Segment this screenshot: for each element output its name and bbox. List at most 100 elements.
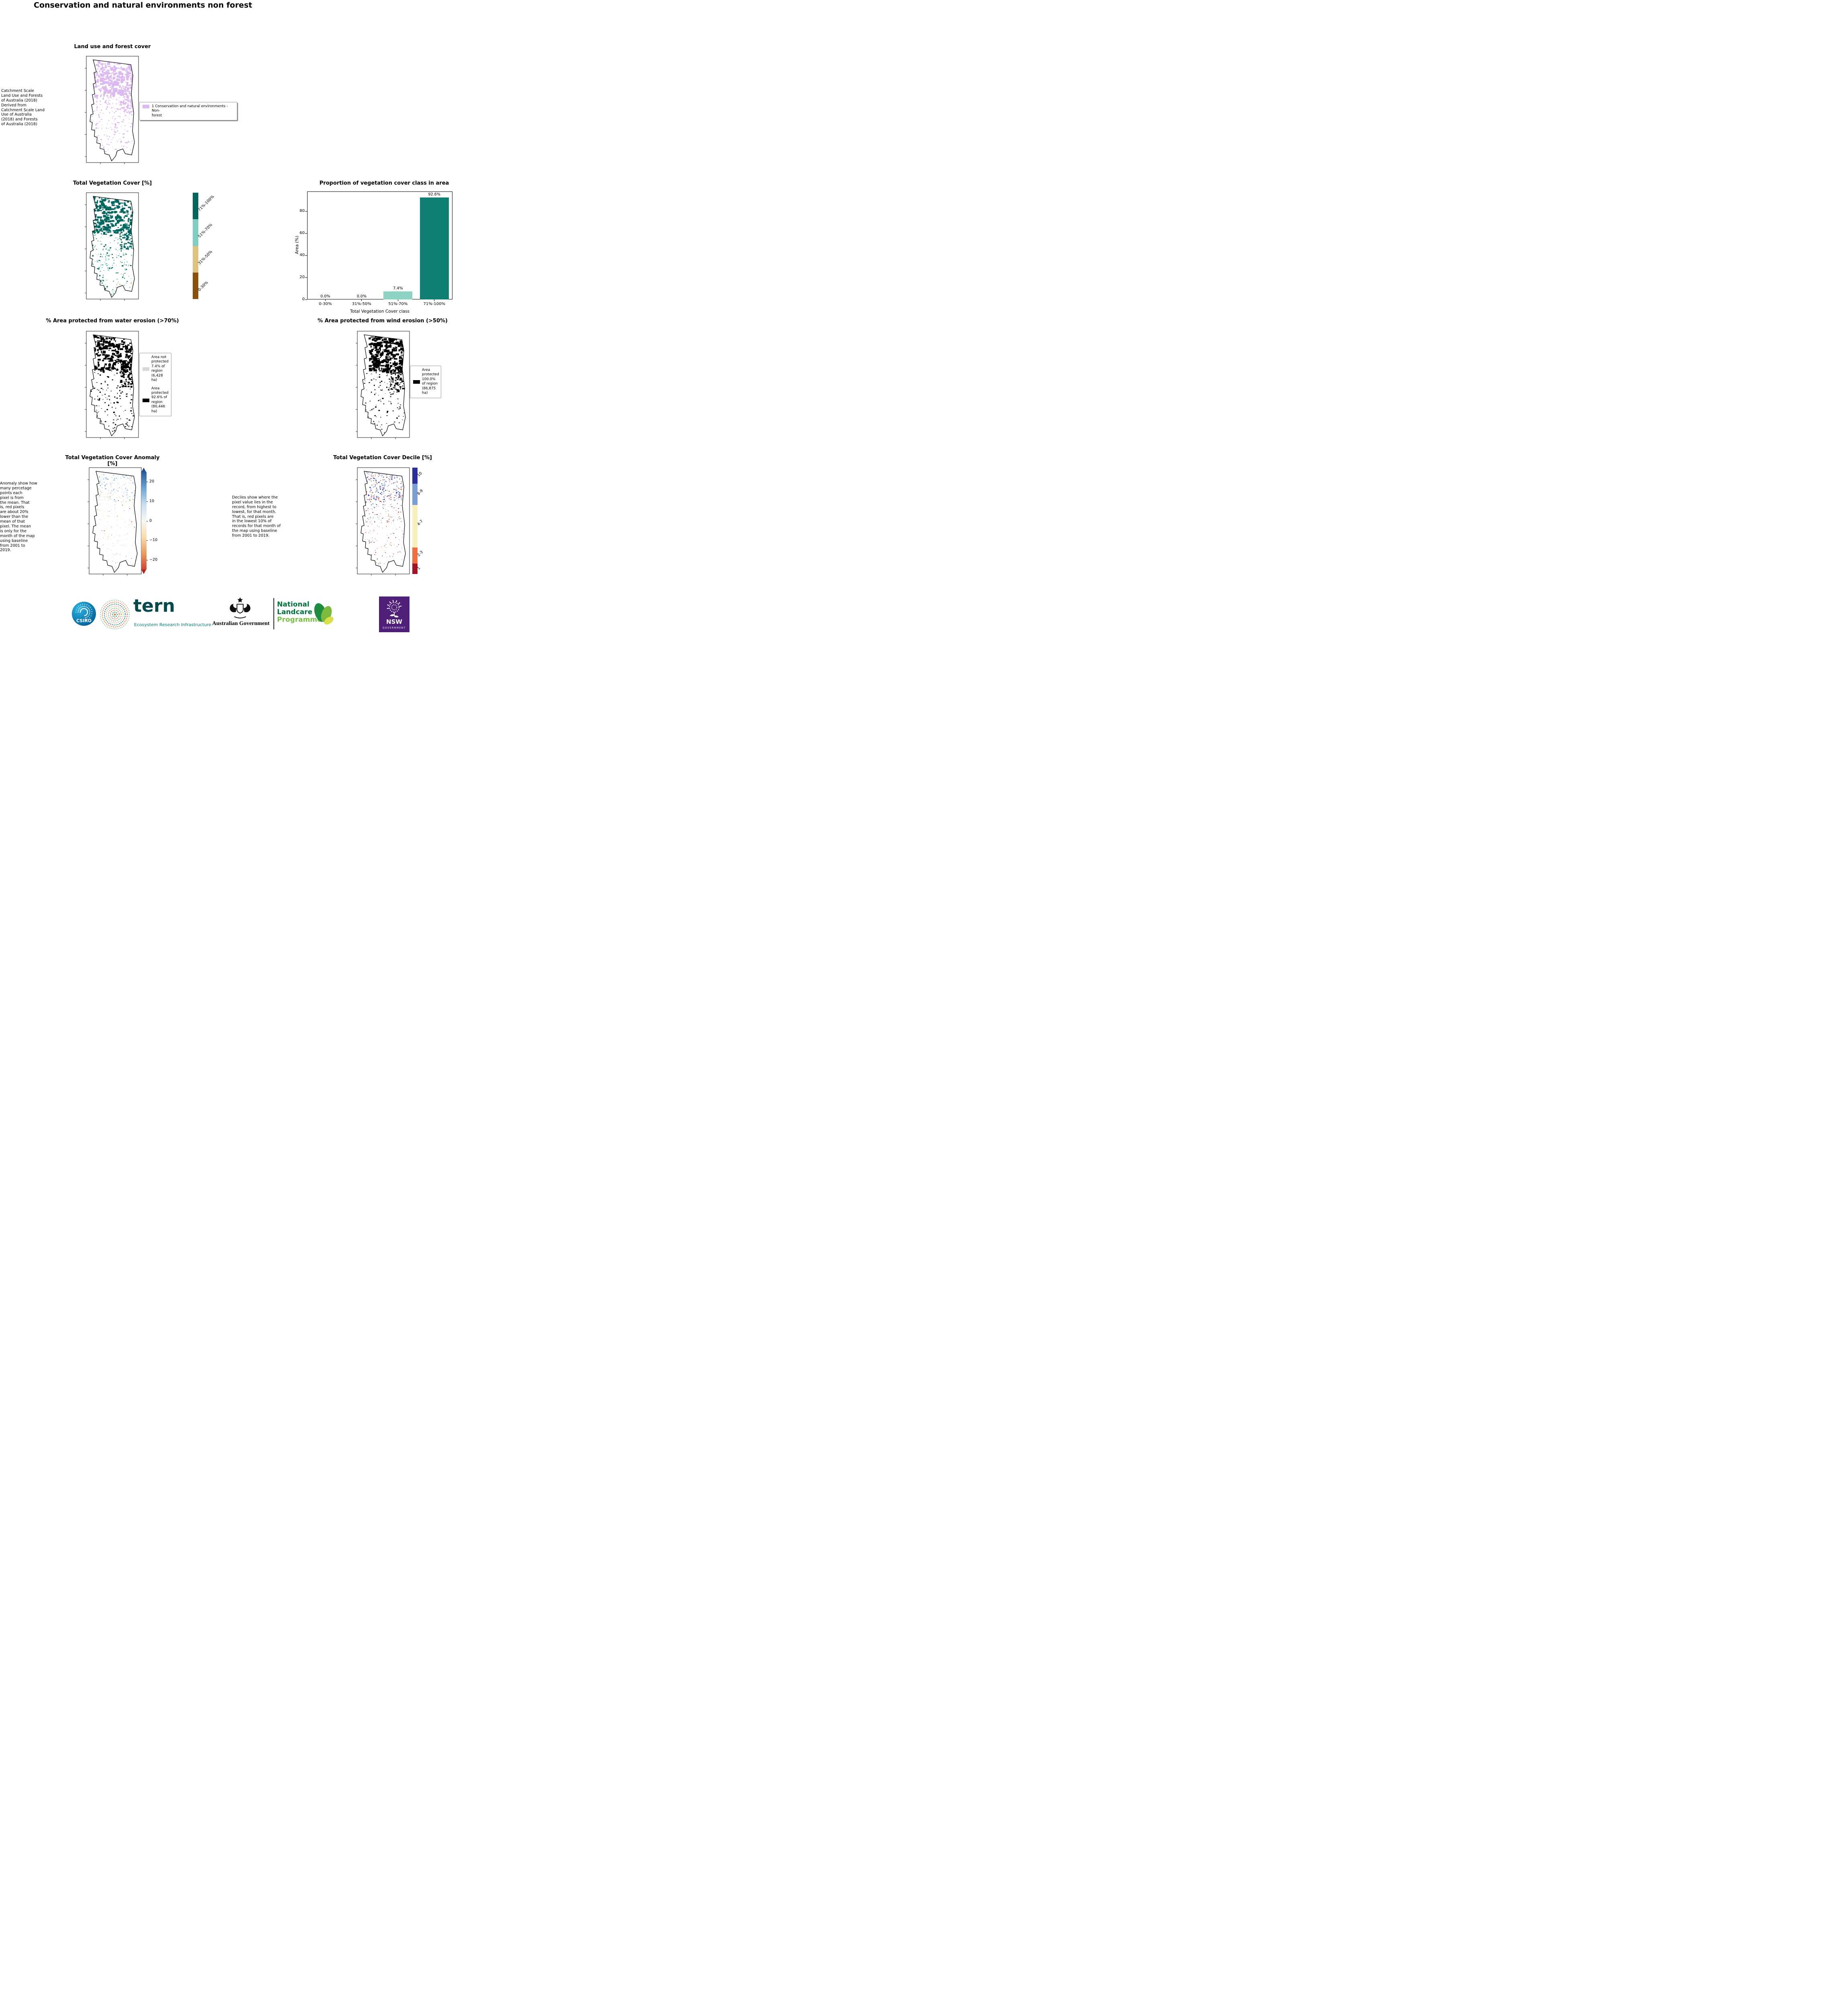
vegcover-colorbar-segment [193,246,198,273]
proportion-x-axis-label: Total Vegetation Cover class [350,309,410,314]
anomaly-colorbar-gradient [141,472,147,570]
landuse-legend-label: 1 Conservation and natural environments … [152,104,228,118]
decile-colorbar-label: 8-9 [416,488,424,496]
waratah-icon [387,600,402,616]
area-protected-label: Area protected 92.6% of region (80,446 h… [151,386,169,413]
y-tick-label: 60 [300,231,305,236]
tern-tagline: Ecosystem Research Infrastructure [134,622,212,627]
water-erosion-map [85,331,139,439]
y-tick-mark [305,277,307,278]
decile-note: Deciles show where the pixel value lies … [232,495,281,538]
decile-colorbar-segment [412,505,418,548]
vegcover-colorbar-segment [193,272,198,299]
vegcover-colorbar-label: 71%-100% [197,194,215,212]
nsw-label: NSW [386,618,402,625]
y-tick-label: 20 [300,275,305,280]
national-landcare-programme-label: National Landcare Programme [277,600,322,624]
csiro-label: CSIRO [76,618,92,623]
y-tick-mark [305,255,307,256]
landcare-line-1: National [277,600,310,609]
anomaly-tick-label: −20 [149,557,158,562]
landuse-map [85,56,139,164]
decile-colorbar-label: 4-7 [416,519,424,527]
vegcover-colorbar-label: 51%-70% [197,222,214,239]
anomaly-panel-title: Total Vegetation Cover Anomaly [%] [65,455,160,467]
anomaly-tick-label: −10 [149,538,158,543]
area-protected-swatch [143,398,149,402]
anomaly-tick-mark [147,540,148,541]
legend-entry: Area protected 100.0% of region (86,875 … [413,368,439,396]
anomaly-tick-mark [147,501,148,502]
y-tick-mark [305,233,307,234]
bar-value-label: 0.0% [357,294,367,299]
decile-colorbar [412,468,418,574]
footer-divider [273,598,274,629]
footer-logos: CSIRO tern Ecosystem Research Infrastruc… [0,596,462,633]
vegcover-colorbar-label: 31%-50% [197,249,214,266]
x-tick-label: 0-30% [319,302,332,306]
anomaly-colorbar-bottom-arrow [141,570,146,574]
area-not-protected-label: Area not protected 7.4% of region (6,428… [151,355,169,383]
csiro-logo: CSIRO [72,602,96,626]
landuse-panel-title: Land use and forest cover [74,44,151,50]
x-tick-mark [361,299,362,301]
landcare-line-2: Landcare [277,608,313,617]
bar-value-label: 7.4% [393,286,403,291]
nsw-government-label: GOVERNMENT [383,627,406,629]
decile-colorbar-label: 2-3 [416,550,424,558]
bar-71%-100% [420,197,449,299]
csiro-dot-pattern [75,604,92,621]
vegcover-colorbar [193,193,198,299]
landcare-line-3: Programme [277,616,322,624]
bar-51%-70% [383,291,413,299]
water-erosion-panel-title: % Area protected from water erosion (>70… [46,318,179,324]
anomaly-note: Anomaly show how many percetage points e… [0,481,37,553]
area-protected-label: Area protected 100.0% of region (86,875 … [422,368,439,395]
vegcover-panel-title: Total Vegetation Cover [%] [73,180,152,186]
vegcover-colorbar-label: 0-30% [197,280,209,292]
y-tick-label: 80 [300,209,305,214]
x-tick-mark [325,299,326,301]
tern-wordmark: tern [133,596,175,616]
y-tick-mark [305,299,307,300]
report-page: Conservation and natural environments no… [0,0,462,633]
wind-erosion-panel-title: % Area protected from wind erosion (>50%… [318,318,448,324]
landuse-legend: 1 Conservation and natural environments … [139,102,237,121]
wind-erosion-legend: Area protected 100.0% of region (86,875 … [410,366,441,398]
landcare-leaves-icon [314,603,334,625]
proportion-bar-chart: 0 20 40 60 80 0.0% 0-30% 0.0% 31%-50% 7.4% 51%-70%… [300,191,452,306]
anomaly-tick-label: 0 [149,518,152,523]
water-erosion-legend: Area not protected 7.4% of region (6,428… [139,353,171,417]
tern-rings [100,599,130,630]
anomaly-colorbar-top-arrow [141,468,146,472]
decile-colorbar-segment [412,563,418,574]
bar-value-label: 0.0% [320,294,330,299]
australian-coat-of-arms-icon [230,597,251,619]
nsw-government-logo: NSW GOVERNMENT [379,596,410,632]
bar-value-label: 92.6% [428,192,440,197]
area-protected-swatch [413,380,420,384]
anomaly-tick-label: 20 [149,479,155,484]
landuse-source-note: Catchment Scale Land Use and Forests of … [1,89,45,127]
y-tick-mark [305,211,307,212]
page-title: Conservation and natural environments no… [34,1,253,10]
legend-entry: Area not protected 7.4% of region (6,428… [143,355,169,383]
proportion-chart-title: Proportion of vegetation cover class in … [319,180,449,186]
vegcover-map [85,192,139,301]
x-tick-label: 31%-50% [352,302,371,306]
tern-dot-art-icon [100,599,130,630]
x-tick-label: 71%-100% [423,302,445,306]
decile-colorbar-segment [412,468,418,484]
proportion-y-axis-label: Area (%) [295,236,300,254]
vegcover-colorbar-segment [193,219,198,246]
landuse-legend-swatch [143,105,149,108]
decile-colorbar-segment [412,483,418,505]
y-tick-label: 0 [302,297,305,301]
y-tick-label: 40 [300,253,305,258]
wind-erosion-map [356,331,410,439]
x-tick-label: 51%-70% [388,302,408,306]
anomaly-tick-label: 10 [149,499,155,503]
decile-map [356,467,410,576]
decile-colorbar-segment [412,547,418,564]
csiro-circle [72,602,96,626]
